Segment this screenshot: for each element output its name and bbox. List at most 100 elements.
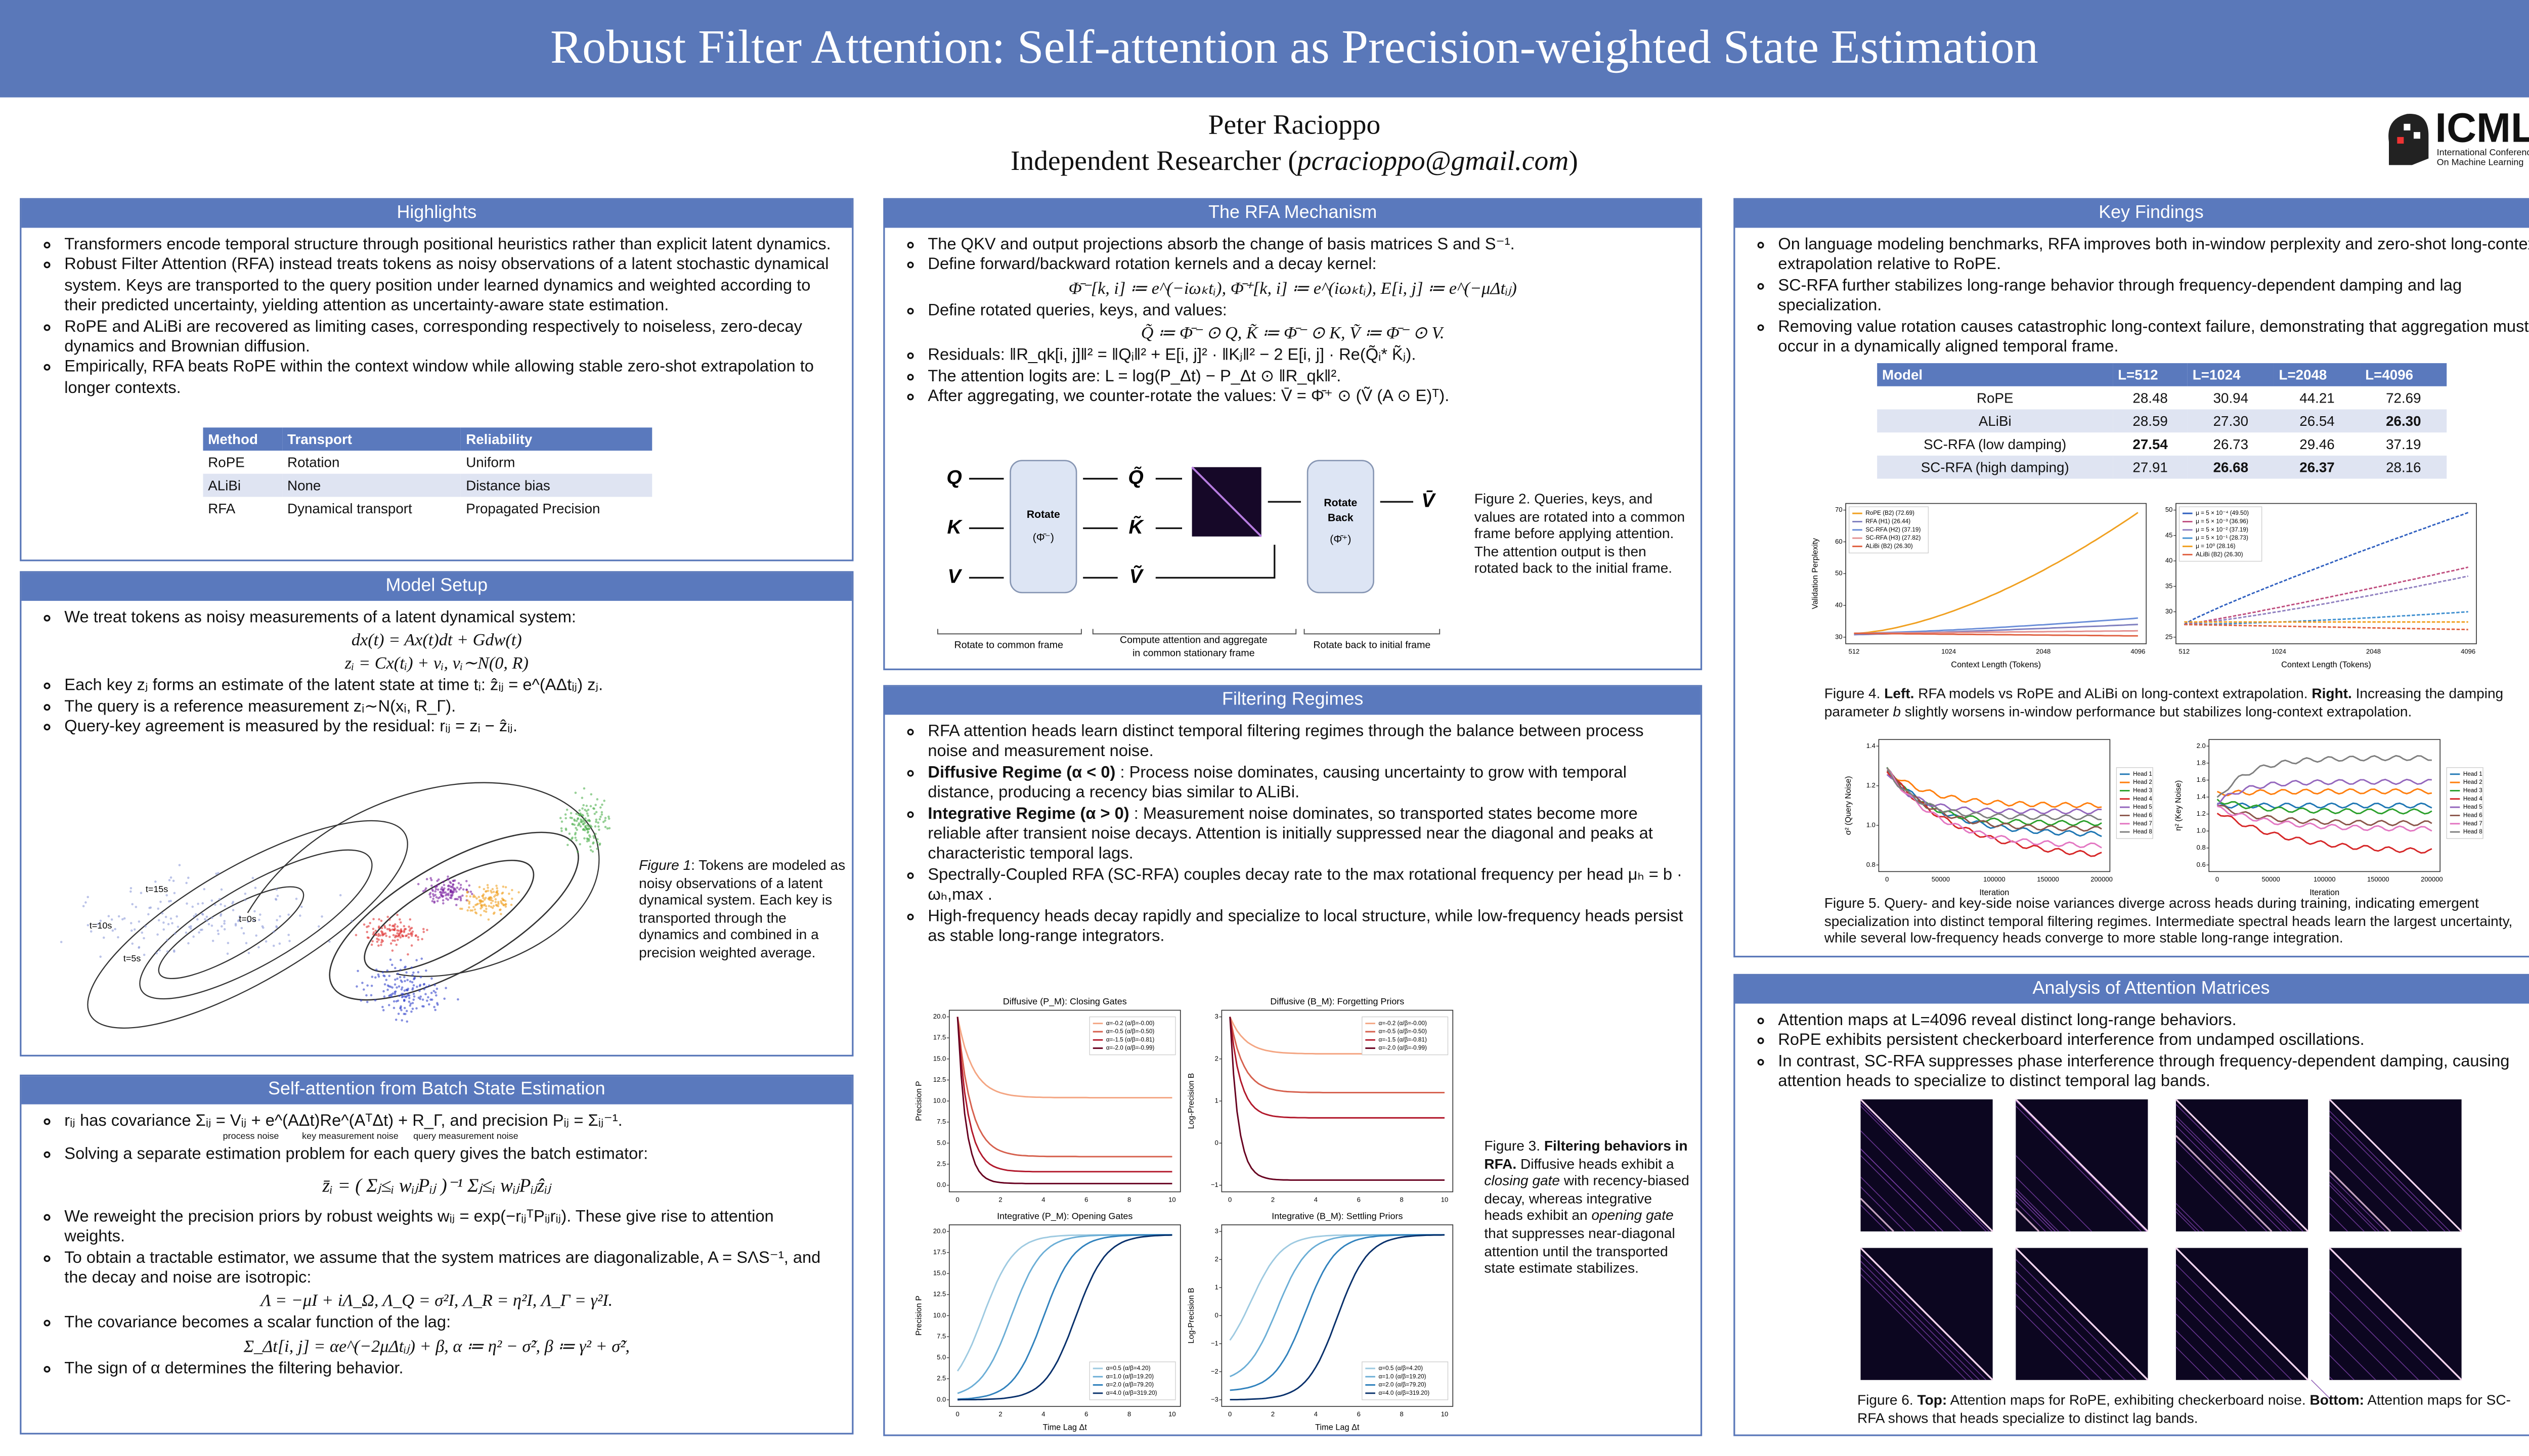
table-cell: 26.30 — [2360, 409, 2447, 433]
equation: Φ̄⁻[k, i] ≔ e^(−iωₖtᵢ), Φ̄⁺[k, i] ≔ e^(i… — [1068, 280, 1517, 299]
comparison-table: Method Transport Reliability RoPE Rotation Un… — [203, 427, 652, 520]
poster-title: Robust Filter Attention: Self-attention … — [550, 21, 2038, 74]
table-row: SC-RFA (high damping) 27.91 26.68 26.37 28.1… — [1877, 455, 2447, 479]
panel-title: Self-attention from Batch State Estimati… — [21, 1076, 852, 1105]
table-row: RFA Dynamical transport Propagated Precisi… — [203, 497, 652, 520]
table-row: ALiBi None Distance bias — [203, 473, 652, 497]
table-cell: 26.37 — [2274, 455, 2361, 479]
equation: zᵢ = Cx(tᵢ) + vᵢ, vᵢ∼N(0, R) — [344, 656, 529, 675]
table-cell: Distance bias — [461, 473, 652, 497]
logo-sub-line: On Machine Learning — [2436, 158, 2524, 168]
caption-text: RFA models vs RoPE and ALiBi on long-con… — [1914, 685, 2312, 702]
panel-title: The RFA Mechanism — [885, 199, 1700, 228]
table-cell: 28.16 — [2360, 455, 2447, 479]
column-header: Method — [203, 427, 283, 451]
batch-panel: Self-attention from Batch State Estimati… — [20, 1074, 854, 1435]
bullet-list: The sign of α determines the filtering b… — [21, 1360, 839, 1380]
logo-sub: International Conference On Machine Learn… — [2437, 149, 2529, 168]
column-header: Reliability — [461, 427, 652, 451]
panel-title: Model Setup — [21, 572, 852, 601]
table-cell: ALiBi — [1877, 409, 2113, 433]
equation: z̄ᵢ = ( Σⱼ≤ᵢ wᵢⱼPᵢⱼ )⁻¹ Σⱼ≤ᵢ wᵢⱼPᵢⱼẑᵢⱼ — [322, 1176, 551, 1197]
affiliation-end: ) — [1568, 145, 1578, 177]
bullet-lead: Integrative Regime (α > 0) — [928, 805, 1129, 823]
bullet-list: RFA attention heads learn distinct tempo… — [885, 723, 1687, 948]
caption-bold: Top: — [1917, 1391, 1947, 1408]
panel-title: Highlights — [21, 199, 852, 228]
bullet: To obtain a tractable estimator, we assu… — [64, 1249, 839, 1290]
logo-mark — [2388, 113, 2429, 165]
equation: Q̃ ≔ Φ̄⁻ ⊙ Q, K̃ ≔ Φ̄⁻ ⊙ K, Ṽ ≔ Φ̄⁻ ⊙ V. — [1141, 325, 1445, 344]
table-row: RoPE Rotation Uniform — [203, 451, 652, 474]
bullet: We reweight the precision priors by robu… — [64, 1208, 839, 1249]
table-cell: Uniform — [466, 454, 515, 471]
mechanism-panel: The RFA Mechanism The QKV and output pro… — [883, 198, 1703, 671]
table-cell: SC-RFA (high damping) — [1877, 455, 2113, 479]
logo-sub-line: International Conference — [2436, 148, 2529, 159]
table-cell: 28.59 — [2113, 409, 2188, 433]
column-header: L=1024 — [2188, 363, 2274, 386]
logo: ICML International Conference On Machine … — [2382, 106, 2529, 175]
bullet: SC-RFA further stabilizes long-range beh… — [1778, 277, 2529, 318]
affiliation: Independent Researcher ( — [1010, 145, 1297, 177]
figure-caption: Figure 4. Left. RFA models vs RoPE and A… — [1824, 685, 2518, 720]
table-row: ALiBi 28.59 27.30 26.54 26.30 — [1877, 409, 2447, 433]
caption-italic: opening gate — [1591, 1207, 1674, 1224]
table-cell: 44.21 — [2299, 389, 2335, 406]
bullet-list: rᵢⱼ has covariance Σᵢⱼ = Vᵢⱼ + e^(AΔt)Re… — [21, 1113, 839, 1133]
bullet: After aggregating, we counter-rotate the… — [928, 388, 1687, 408]
bullet: Spectrally-Coupled RFA (SC-RFA) couples … — [928, 866, 1687, 907]
caption-text: slightly worsens in-window performance b… — [1900, 702, 2412, 719]
column-header: L=512 — [2113, 363, 2188, 386]
header-row: Model L=512 L=1024 L=2048 L=4096 — [1877, 363, 2447, 386]
bullet-text: : Process noise dominates, causing uncer… — [928, 764, 1627, 803]
email: pcracioppo@gmail.com — [1297, 145, 1569, 177]
column-header: L=2048 — [2274, 363, 2361, 386]
table-cell: RoPE — [208, 454, 245, 471]
caption-italic: b — [1893, 702, 1901, 719]
caption-lead: Figure 6. — [1857, 1391, 1917, 1408]
results-table: Model L=512 L=1024 L=2048 L=4096 RoPE 28.48 30.… — [1877, 363, 2447, 479]
bullet: Removing value rotation causes catastrop… — [1778, 318, 2529, 359]
table-cell: Dynamical transport — [287, 500, 412, 517]
table-cell: RFA — [208, 500, 236, 517]
header-row: Method Transport Reliability — [203, 427, 652, 451]
model-setup-panel: Model Setup We treat tokens as noisy mea… — [20, 571, 854, 1056]
caption-bold: Filtering behaviors in RFA. — [1484, 1137, 1688, 1172]
table-cell: 27.54 — [2132, 435, 2168, 453]
figure-caption: Figure 3. Filtering behaviors in RFA. Di… — [1484, 1137, 1690, 1277]
caption-italic: closing gate — [1484, 1172, 1560, 1189]
table-cell: Rotation — [287, 454, 340, 471]
bullet: RFA attention heads learn distinct tempo… — [928, 723, 1687, 764]
caption-text: Attention maps for RoPE, exhibiting chec… — [1947, 1391, 2310, 1408]
brace-labels: process noise key measurement noise query … — [21, 1133, 852, 1143]
bullet: Define rotated queries, keys, and values… — [928, 302, 1687, 322]
table-cell: 30.94 — [2213, 389, 2249, 406]
bullet: Transformers encode temporal structure t… — [64, 236, 839, 256]
figure-caption: Figure 1: Tokens are modeled as noisy ob… — [639, 857, 845, 961]
panel-title: Key Findings — [1735, 199, 2529, 228]
caption-bold: Left. — [1884, 685, 1914, 702]
affiliation-line: Independent Researcher (pcracioppo@gmail… — [0, 145, 2529, 178]
bullet: Solving a separate estimation problem fo… — [64, 1146, 839, 1167]
bullet: Define forward/backward rotation kernels… — [928, 256, 1687, 277]
title-band: Robust Filter Attention: Self-attention … — [0, 0, 2529, 98]
bullet-list: Define rotated queries, keys, and values… — [885, 302, 1687, 322]
caption-text: with recency-biased decay, whereas integ… — [1484, 1172, 1689, 1224]
bullet: Empirically, RFA beats RoPE within the c… — [64, 359, 839, 400]
figure-caption: Figure 6. Top: Attention maps for RoPE, … — [1857, 1392, 2518, 1427]
table-cell: Propagated Precision — [466, 500, 600, 517]
bullet: The sign of α determines the filtering b… — [64, 1360, 839, 1380]
figure-caption: Figure 2. Queries, keys, and values are … — [1474, 490, 1685, 577]
caption-lead: Figure 4. — [1824, 685, 1885, 702]
table-cell: 27.91 — [2113, 455, 2188, 479]
brace-label: process noise — [223, 1133, 279, 1143]
table-cell: RoPE — [1976, 389, 2014, 406]
figure-caption: Figure 5. Query- and key-side noise vari… — [1824, 895, 2513, 946]
table-cell: 29.46 — [2299, 435, 2335, 453]
bullet: The attention logits are: L = log(P_Δt) … — [928, 368, 1687, 388]
bullet: rᵢⱼ has covariance Σᵢⱼ = Vᵢⱼ + e^(AΔt)Re… — [64, 1113, 839, 1133]
table-cell: ALiBi — [203, 473, 283, 497]
bullet: Robust Filter Attention (RFA) instead tr… — [64, 256, 839, 318]
